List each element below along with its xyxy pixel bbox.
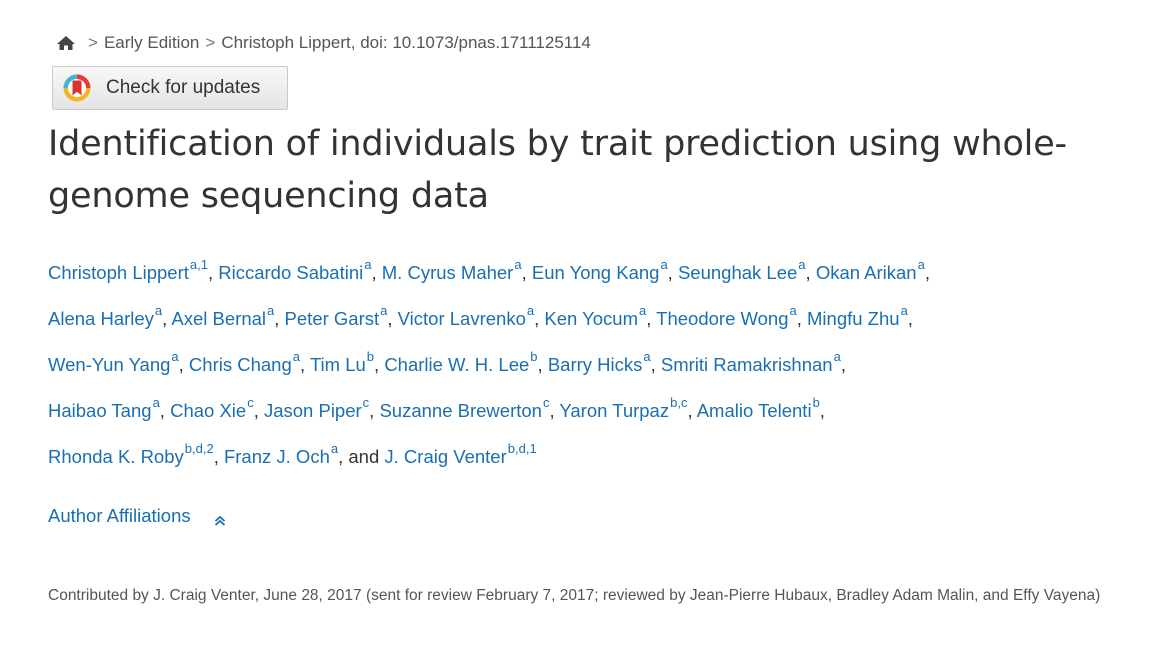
author-affiliation-marker[interactable]: c — [247, 395, 254, 410]
author-link[interactable]: Amalio Telenti — [696, 400, 812, 421]
author-link[interactable]: Charlie W. H. Lee — [384, 354, 530, 375]
author-link[interactable]: Ken Yocum — [544, 308, 638, 329]
author-link[interactable]: Axel Bernal — [171, 308, 267, 329]
author-link[interactable]: J. Craig Venter — [384, 446, 507, 467]
author-affiliation-marker[interactable]: c — [362, 395, 370, 410]
author-affiliation-marker[interactable]: b — [366, 349, 375, 364]
author-affiliation-marker[interactable]: a,1 — [189, 257, 208, 272]
author-affiliation-marker[interactable]: b — [530, 349, 538, 364]
author-link[interactable]: Tim Lu — [309, 354, 366, 375]
author-affiliation-marker[interactable]: a — [789, 303, 797, 318]
author-affiliation-marker[interactable]: a — [364, 257, 372, 272]
author-link[interactable]: Eun Yong Kang — [531, 262, 660, 283]
author-affiliation-marker[interactable]: c — [542, 395, 550, 410]
author-link[interactable]: Peter Garst — [284, 308, 380, 329]
author-affiliation-marker[interactable]: a — [330, 441, 339, 456]
author-affiliation-marker[interactable]: a — [152, 395, 160, 410]
author-link[interactable]: Theodore Wong — [656, 308, 789, 329]
breadcrumb-separator: > — [88, 33, 98, 52]
author-link[interactable]: Okan Arikan — [815, 262, 917, 283]
breadcrumb: > Early Edition > Christoph Lippert, doi… — [56, 33, 591, 53]
author-affiliation-marker[interactable]: b — [812, 395, 820, 410]
author-link[interactable]: Alena Harley — [48, 308, 154, 329]
author-affiliation-marker[interactable]: b,d,1 — [507, 441, 537, 456]
author-link[interactable]: M. Cyrus Maher — [381, 262, 514, 283]
author-link[interactable]: Jason Piper — [263, 400, 362, 421]
author-link[interactable]: Wen-Yun Yang — [48, 354, 171, 375]
author-affiliation-marker[interactable]: a — [292, 349, 300, 364]
article-title-line-1: Identification of individuals by trait p… — [48, 124, 1067, 164]
author-link[interactable]: Barry Hicks — [547, 354, 643, 375]
author-list: Christoph Lipperta,1, Riccardo Sabatinia… — [48, 257, 930, 467]
author-conjunction: and — [348, 446, 380, 467]
author-affiliation-marker[interactable]: a — [917, 257, 925, 272]
author-link[interactable]: Franz J. Och — [223, 446, 330, 467]
author-link[interactable]: Chris Chang — [188, 354, 292, 375]
article-title: Identification of individuals by trait p… — [48, 118, 1148, 222]
author-affiliation-marker[interactable]: a — [643, 349, 651, 364]
author-affiliation-marker[interactable]: a — [171, 349, 179, 364]
author-link[interactable]: Riccardo Sabatini — [218, 262, 364, 283]
author-affiliation-marker[interactable]: a — [267, 303, 275, 318]
author-link[interactable]: Victor Lavrenko — [397, 308, 526, 329]
author-affiliation-marker[interactable]: a — [526, 303, 535, 318]
author-link[interactable]: Yaron Turpaz — [559, 400, 670, 421]
crossmark-icon — [62, 73, 92, 103]
author-link[interactable]: Rhonda K. Roby — [48, 446, 184, 467]
check-for-updates-label: Check for updates — [106, 77, 261, 98]
contributed-by-note: Contributed by J. Craig Venter, June 28,… — [48, 586, 1101, 604]
author-affiliation-marker[interactable]: b,c — [670, 395, 688, 410]
breadcrumb-current: Christoph Lippert, doi: 10.1073/pnas.171… — [221, 33, 591, 52]
chevron-up-icon — [213, 510, 227, 526]
home-icon[interactable] — [56, 35, 76, 51]
author-link[interactable]: Christoph Lippert — [48, 262, 189, 283]
author-affiliations-label: Author Affiliations — [48, 505, 191, 526]
author-link[interactable]: Seunghak Lee — [677, 262, 798, 283]
check-for-updates-button[interactable]: Check for updates — [52, 66, 288, 110]
author-affiliation-marker[interactable]: a — [514, 257, 522, 272]
author-link[interactable]: Mingfu Zhu — [807, 308, 900, 329]
article-title-line-2: genome sequencing data — [48, 176, 489, 216]
author-affiliation-marker[interactable]: a — [380, 303, 388, 318]
author-affiliation-marker[interactable]: a — [798, 257, 806, 272]
author-link[interactable]: Suzanne Brewerton — [379, 400, 542, 421]
author-affiliation-marker[interactable]: a — [660, 257, 668, 272]
author-affiliation-marker[interactable]: b,d,2 — [184, 441, 214, 456]
author-link[interactable]: Chao Xie — [170, 400, 247, 421]
author-affiliation-marker[interactable]: a — [638, 303, 647, 318]
author-link[interactable]: Haibao Tang — [48, 400, 152, 421]
breadcrumb-separator: > — [205, 33, 216, 52]
author-affiliations-toggle[interactable]: Author Affiliations — [48, 505, 227, 527]
author-affiliation-marker[interactable]: a — [833, 349, 841, 364]
author-affiliation-marker[interactable]: a — [900, 303, 908, 318]
breadcrumb-early-edition[interactable]: Early Edition — [103, 33, 200, 52]
author-link[interactable]: Smriti Ramakrishnan — [660, 354, 833, 375]
author-affiliation-marker[interactable]: a — [154, 303, 163, 318]
